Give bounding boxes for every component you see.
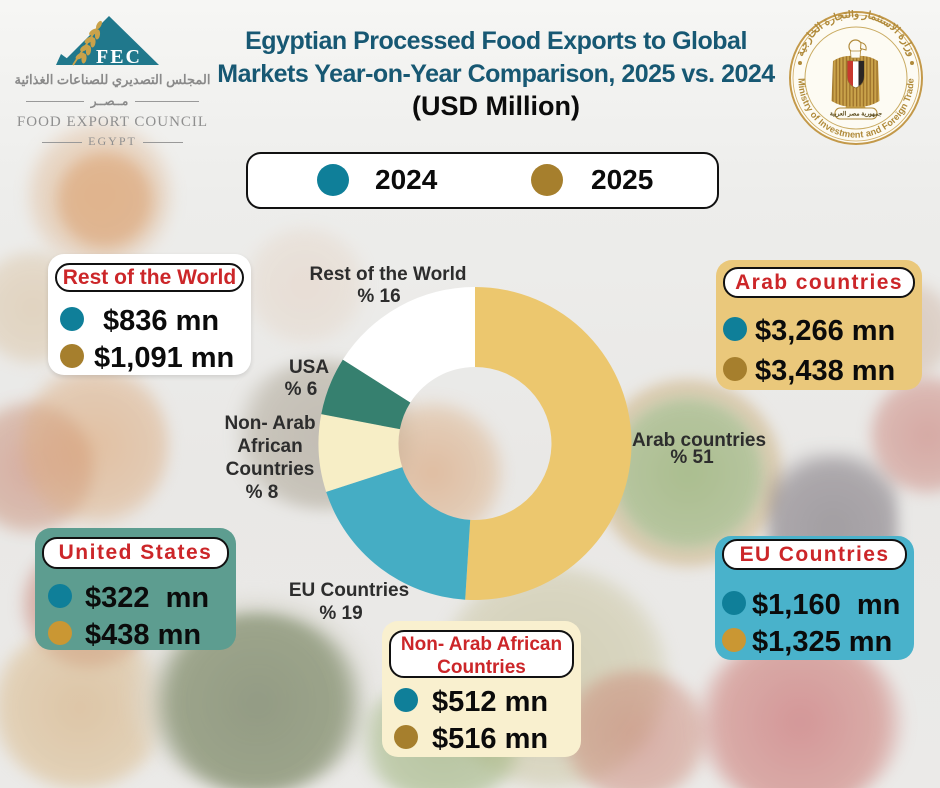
svg-text:جمهورية مصر العربية: جمهورية مصر العربية — [830, 111, 883, 118]
svg-text:FEC: FEC — [96, 46, 142, 68]
